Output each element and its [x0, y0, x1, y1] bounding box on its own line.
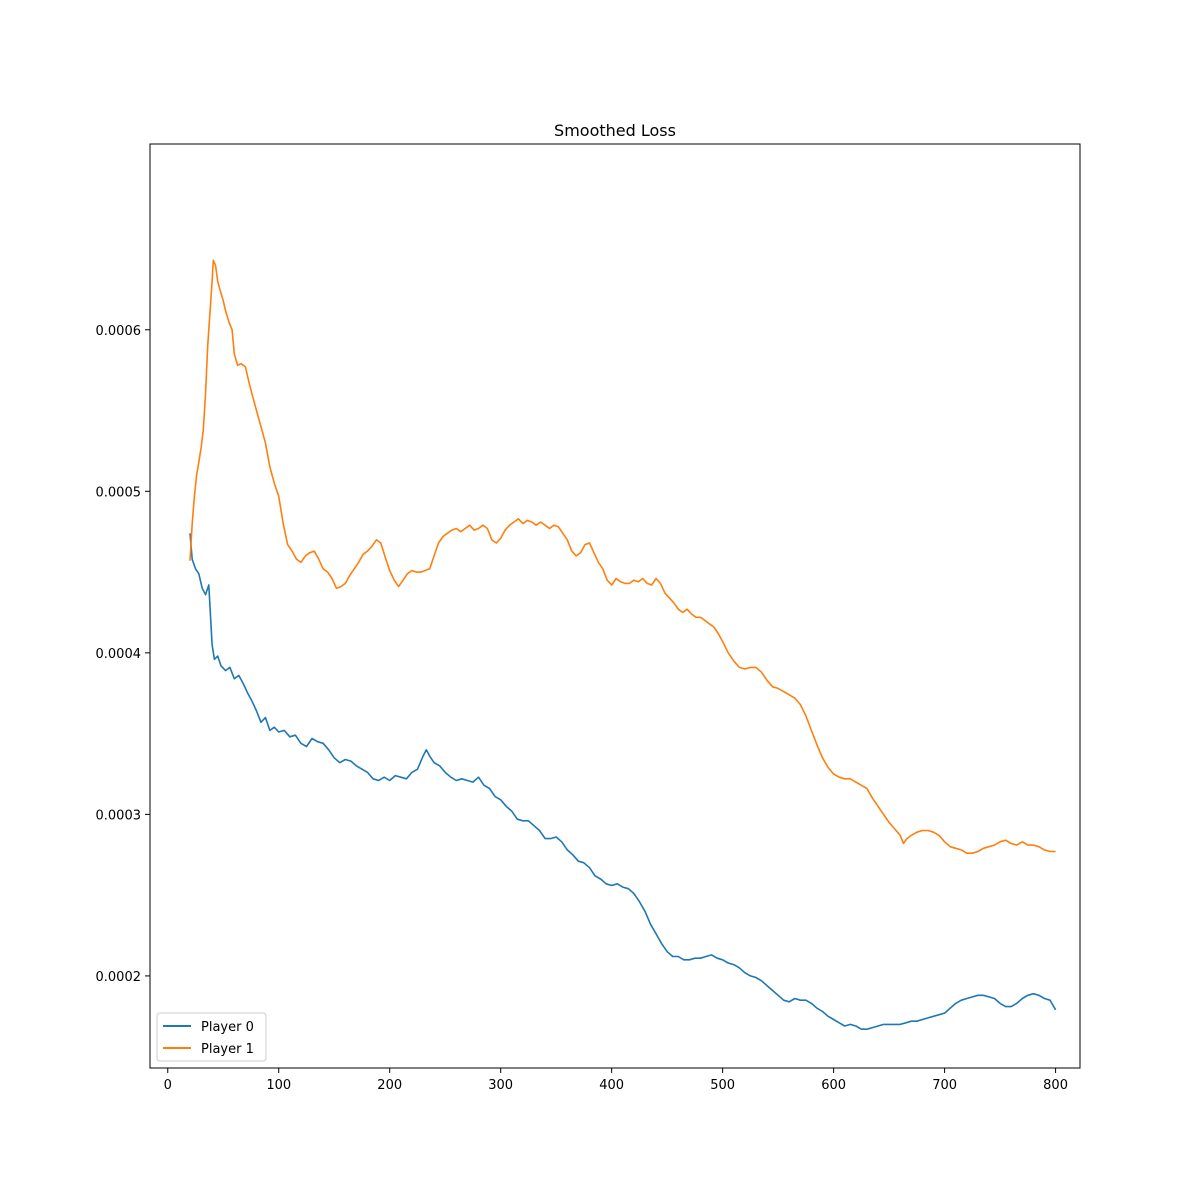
x-tick-label: 500: [710, 1078, 735, 1093]
legend: Player 0 Player 1: [156, 1012, 267, 1062]
x-tick-label: 100: [266, 1078, 291, 1093]
legend-label-player-1: Player 1: [201, 1042, 254, 1057]
x-tick-label: 400: [599, 1078, 624, 1093]
y-tick-label: 0.0006: [96, 324, 142, 339]
y-tick-label: 0.0004: [96, 647, 142, 662]
chart-title: Smoothed Loss: [554, 121, 676, 140]
legend-label-player-0: Player 0: [201, 1020, 254, 1035]
y-tick-label: 0.0002: [96, 970, 142, 985]
y-axis: 0.0002 0.0003 0.0004 0.0005 0.0006: [96, 324, 150, 985]
series-layer: [189, 259, 1057, 1030]
x-tick-label: 800: [1043, 1078, 1068, 1093]
x-axis: 0 100 200 300 400 500 600 700 800: [164, 1068, 1068, 1093]
y-tick-label: 0.0005: [96, 485, 142, 500]
y-tick-label: 0.0003: [96, 808, 142, 823]
x-tick-label: 300: [488, 1078, 513, 1093]
plot-frame: [149, 143, 1081, 1069]
x-tick-label: 600: [821, 1078, 846, 1093]
plot-area: [149, 143, 1081, 1069]
x-tick-label: 700: [932, 1078, 957, 1093]
series-line-player-1: [189, 259, 1056, 855]
x-tick-label: 0: [164, 1078, 172, 1093]
series-line-player-0: [189, 533, 1057, 1030]
x-tick-label: 200: [377, 1078, 402, 1093]
